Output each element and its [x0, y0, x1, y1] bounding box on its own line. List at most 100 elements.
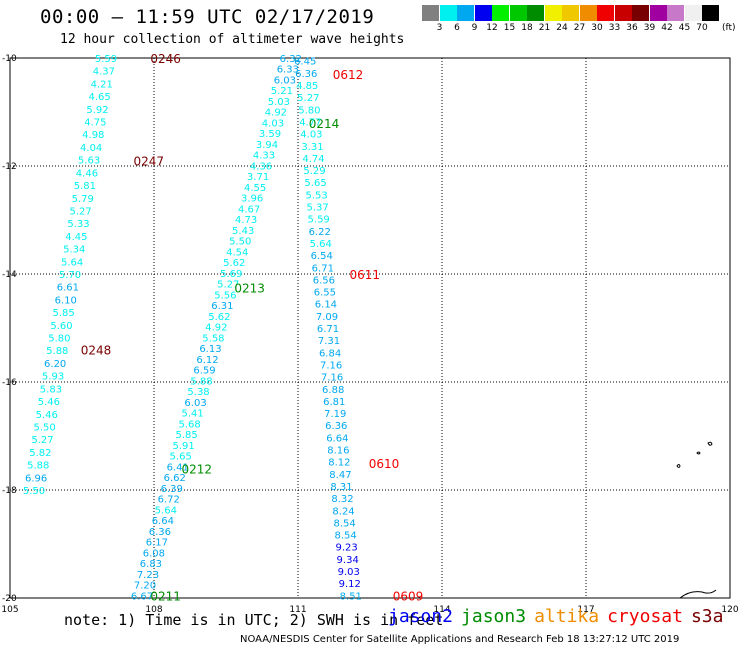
pass-time-label: 0612 — [333, 68, 364, 82]
wave-height-value: 5.62 — [208, 312, 230, 323]
wave-height-value: 5.63 — [78, 156, 100, 167]
color-legend-label: 30 — [591, 23, 603, 33]
satellite-legend-item: cryosat — [607, 606, 683, 627]
wave-height-value: 5.33 — [67, 219, 89, 230]
wave-height-value: 7.20 — [134, 581, 156, 592]
color-swatch — [684, 5, 702, 21]
wave-height-value: 5.50 — [23, 486, 45, 497]
pass-time-label: 0213 — [234, 282, 265, 296]
satellite-legend-item: jason2 — [388, 606, 454, 627]
wave-height-value: 5.27 — [31, 435, 53, 446]
wave-height-value: 5.88 — [46, 346, 68, 357]
wave-height-value: 6.83 — [140, 559, 162, 570]
footer-note: note: 1) Time is in UTC; 2) SWH is in fe… — [64, 611, 444, 629]
wave-height-value: 6.22 — [309, 227, 331, 238]
color-legend-label: 24 — [556, 23, 568, 33]
wave-height-value: 5.80 — [48, 334, 70, 345]
wave-height-value: 8.47 — [329, 470, 351, 481]
wave-height-value: 4.21 — [91, 79, 113, 90]
color-legend-label: 3 — [436, 23, 443, 33]
wave-height-value: 5.38 — [187, 387, 209, 398]
page-title: 00:00 – 11:59 UTC 02/17/2019 — [40, 6, 375, 28]
wave-height-value: 4.03 — [262, 118, 284, 129]
wave-height-value: 5.56 — [214, 290, 236, 301]
wave-height-value: 6.64 — [152, 516, 174, 527]
color-swatch — [457, 5, 474, 21]
wave-height-value: 4.75 — [84, 118, 106, 129]
wave-height-value: 5.92 — [86, 105, 108, 116]
wave-height-value: 6.36 — [325, 421, 347, 432]
wave-height-value: 6.17 — [146, 538, 168, 549]
island-shape — [696, 451, 701, 455]
wave-height-value: 6.36 — [149, 527, 171, 538]
wave-height-value: 8.24 — [332, 506, 354, 517]
color-swatch — [527, 5, 544, 21]
wave-height-value: 5.60 — [50, 321, 72, 332]
wave-height-value: 4.36 — [250, 161, 272, 172]
credit-line: NOAA/NESDIS Center for Satellite Applica… — [240, 634, 680, 645]
wave-height-value: 4.77 — [299, 117, 321, 128]
wave-height-value: 8.51 — [340, 591, 362, 602]
color-swatch — [492, 5, 509, 21]
wave-height-value: 5.88 — [190, 376, 212, 387]
wave-height-value: 8.54 — [333, 518, 355, 529]
color-swatch — [474, 5, 492, 21]
wave-height-value: 5.80 — [298, 105, 320, 116]
color-swatch — [439, 5, 457, 21]
pass-time-label: 0610 — [369, 457, 400, 471]
color-legend-label: 15 — [503, 23, 516, 33]
wave-height-value: 5.83 — [40, 384, 62, 395]
wave-height-value: 4.04 — [80, 143, 102, 154]
wave-height-value: 4.46 — [76, 168, 98, 179]
color-swatch — [544, 5, 562, 21]
color-legend-label: 33 — [608, 23, 621, 33]
wave-height-value: 4.74 — [302, 154, 324, 165]
wave-height-value: 5.85 — [176, 430, 198, 441]
wave-height-value: 8.12 — [328, 458, 350, 469]
satellite-legend: jason2 jason3 altika cryosat s3a — [388, 606, 731, 627]
wave-height-value: 6.14 — [315, 300, 337, 311]
wave-height-value: 9.34 — [337, 555, 359, 566]
wave-height-value: 6.71 — [317, 324, 339, 335]
x-tick-label: 105 — [1, 605, 18, 615]
coastline — [676, 441, 717, 599]
coast-shape — [679, 589, 717, 599]
wave-height-value: 6.08 — [143, 548, 165, 559]
wave-height-value: 6.62 — [164, 473, 186, 484]
wave-height-value: 5.64 — [310, 239, 332, 250]
wave-height-value: 4.85 — [296, 81, 318, 92]
wave-height-value: 6.64 — [326, 433, 348, 444]
wave-height-value: 5.68 — [178, 419, 200, 430]
wave-height-value: 5.69 — [220, 269, 242, 280]
wave-height-value: 3.71 — [247, 172, 269, 183]
island-shape — [676, 464, 681, 468]
color-legend-label: 21 — [538, 23, 551, 33]
wave-height-value: 6.03 — [274, 75, 296, 86]
color-legend-label: 9 — [471, 23, 478, 33]
satellite-tracks: 5.59 4.374.21 4.65 5.92 4.754.98 4.04 5.634.46… — [23, 52, 423, 603]
map-axes: 105 108 111 114 117 120 -10 -12 -14 -16 -18 -20 — [1, 54, 738, 615]
wave-height-value: 7.23 — [137, 570, 159, 581]
wave-height-value: 6.59 — [193, 366, 215, 377]
wave-height-value: 5.93 — [42, 372, 64, 383]
color-legend-label: 45 — [678, 23, 691, 33]
wave-height-value: 5.88 — [27, 461, 49, 472]
pass-time-label: 0247 — [134, 155, 165, 169]
wave-height-value: 3.96 — [241, 194, 263, 205]
wave-height-value: 6.88 — [322, 385, 344, 396]
color-swatch — [597, 5, 614, 21]
color-legend-label: 42 — [661, 23, 673, 33]
wave-height-value: 5.27 — [69, 206, 91, 217]
wave-height-value: 7.16 — [320, 360, 342, 371]
wave-height-value: 6.12 — [196, 355, 218, 366]
wave-height-value: 5.65 — [170, 452, 192, 463]
wave-height-value: 6.33 — [277, 65, 299, 76]
wave-height-value: 6.03 — [184, 398, 206, 409]
wave-height-value: 3.31 — [301, 142, 323, 153]
wave-height-value: 4.65 — [89, 92, 111, 103]
wave-height-value: 5.82 — [29, 448, 51, 459]
y-tick-label: -16 — [2, 378, 17, 388]
wave-height-value: 6.96 — [25, 473, 47, 484]
wave-height-value: 6.32 — [280, 54, 302, 65]
